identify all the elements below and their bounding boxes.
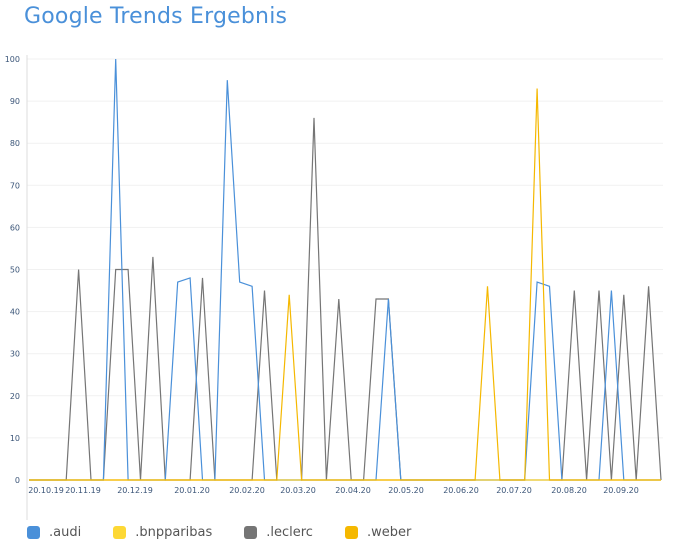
audi-swatch-icon — [27, 525, 40, 539]
y-tick-label: 40 — [10, 308, 20, 317]
x-tick-label: 20.07.20 — [496, 486, 532, 495]
y-tick-label: 60 — [10, 223, 20, 232]
legend-label: .audi — [49, 524, 82, 540]
y-tick-label: 30 — [10, 350, 20, 359]
series-lines — [29, 58, 662, 481]
x-axis-ticks: 20.10.19 20.11.19 20.12.19 20.01.20 20.02.20… — [28, 486, 639, 495]
series-line-leclerc — [29, 117, 662, 481]
y-tick-label: 20 — [10, 392, 20, 401]
x-tick-label: 20.04.20 — [335, 486, 371, 495]
series-line-weber — [29, 88, 661, 481]
y-tick-label: 90 — [10, 97, 20, 106]
y-tick-label: 80 — [10, 139, 20, 148]
legend-label: .leclerc — [266, 524, 313, 540]
legend: .audi .bnpparibas .leclerc .weber — [27, 522, 443, 542]
x-tick-label: 20.05.20 — [388, 486, 424, 495]
x-tick-label: 20.06.20 — [443, 486, 479, 495]
y-tick-label: 100 — [5, 55, 20, 64]
x-tick-label: 20.09.20 — [603, 486, 639, 495]
x-tick-label: 20.12.19 — [117, 486, 153, 495]
x-tick-label: 20.03.20 — [280, 486, 316, 495]
legend-label: .bnpparibas — [135, 524, 213, 540]
legend-item-bnpparibas[interactable]: .bnpparibas — [113, 525, 212, 540]
legend-item-weber[interactable]: .weber — [344, 524, 412, 540]
chart-title: Google Trends Ergebnis — [24, 4, 288, 29]
x-tick-label: 20.11.19 — [65, 486, 101, 495]
legend-item-audi[interactable]: .audi — [27, 525, 81, 540]
weber-swatch-icon — [344, 525, 358, 539]
legend-label: .weber — [366, 524, 412, 540]
y-axis-ticks: 0 10 20 30 40 50 60 70 80 90 100 — [5, 55, 20, 485]
y-tick-label: 0 — [15, 476, 20, 485]
x-tick-label: 20.10.19 — [28, 486, 64, 495]
legend-item-leclerc[interactable]: .leclerc — [244, 525, 313, 540]
x-tick-label: 20.01.20 — [174, 486, 210, 495]
x-tick-label: 20.02.20 — [229, 486, 265, 495]
y-tick-label: 70 — [10, 181, 20, 190]
y-tick-label: 50 — [10, 266, 20, 275]
bnpparibas-swatch-icon — [113, 525, 127, 539]
x-tick-label: 20.08.20 — [551, 486, 587, 495]
y-tick-label: 10 — [10, 434, 20, 443]
leclerc-swatch-icon — [244, 525, 258, 539]
